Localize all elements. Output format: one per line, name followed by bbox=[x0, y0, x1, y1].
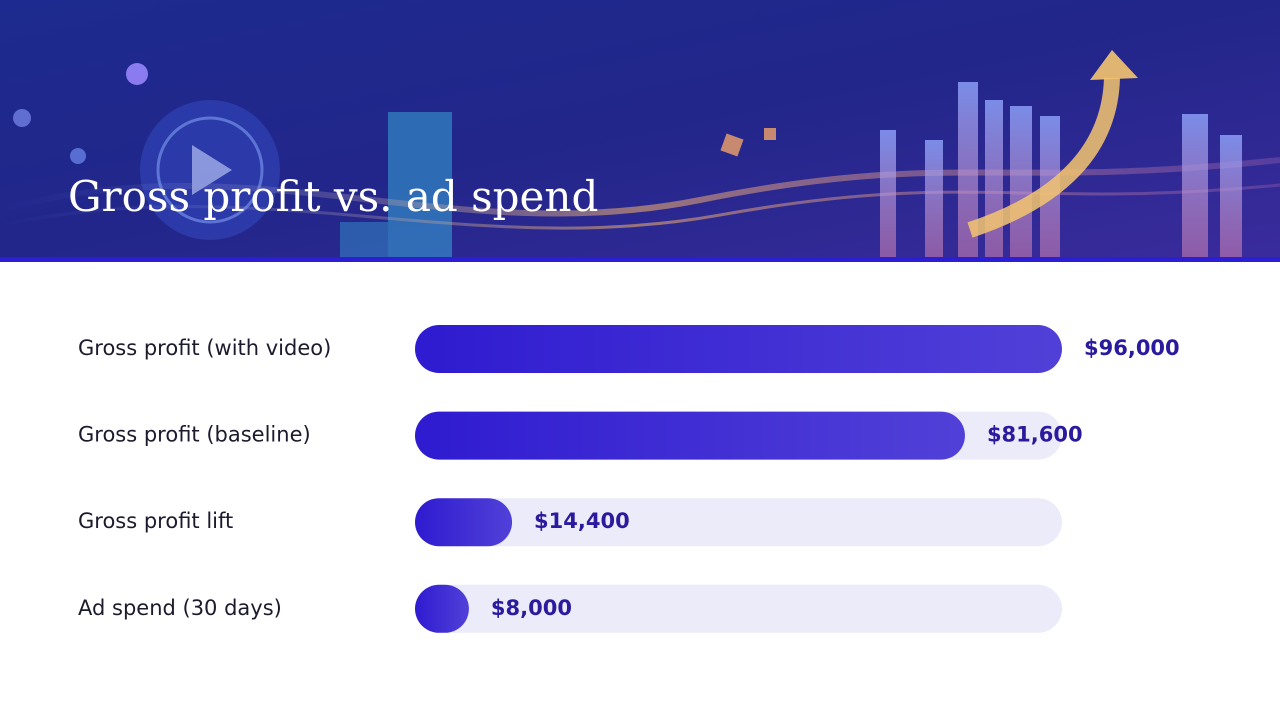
value-label: $81,600 bbox=[987, 423, 1083, 447]
chart-title: Gross profit vs. ad spend bbox=[68, 172, 598, 221]
category-label: Ad spend (30 days) bbox=[78, 596, 282, 620]
value-label: $14,400 bbox=[534, 509, 630, 533]
header-banner: Gross profit vs. ad spend bbox=[0, 0, 1280, 262]
value-label: $96,000 bbox=[1084, 336, 1180, 360]
bar bbox=[415, 584, 469, 633]
bar-track bbox=[415, 498, 1062, 547]
category-label: Gross profit (baseline) bbox=[78, 423, 311, 447]
category-label: Gross profit lift bbox=[78, 509, 233, 533]
value-label: $8,000 bbox=[491, 596, 572, 620]
bar bbox=[415, 411, 965, 460]
bar bbox=[415, 498, 513, 547]
bar bbox=[415, 325, 1062, 373]
bar-track bbox=[415, 584, 1062, 633]
category-label: Gross profit (with video) bbox=[78, 336, 331, 360]
